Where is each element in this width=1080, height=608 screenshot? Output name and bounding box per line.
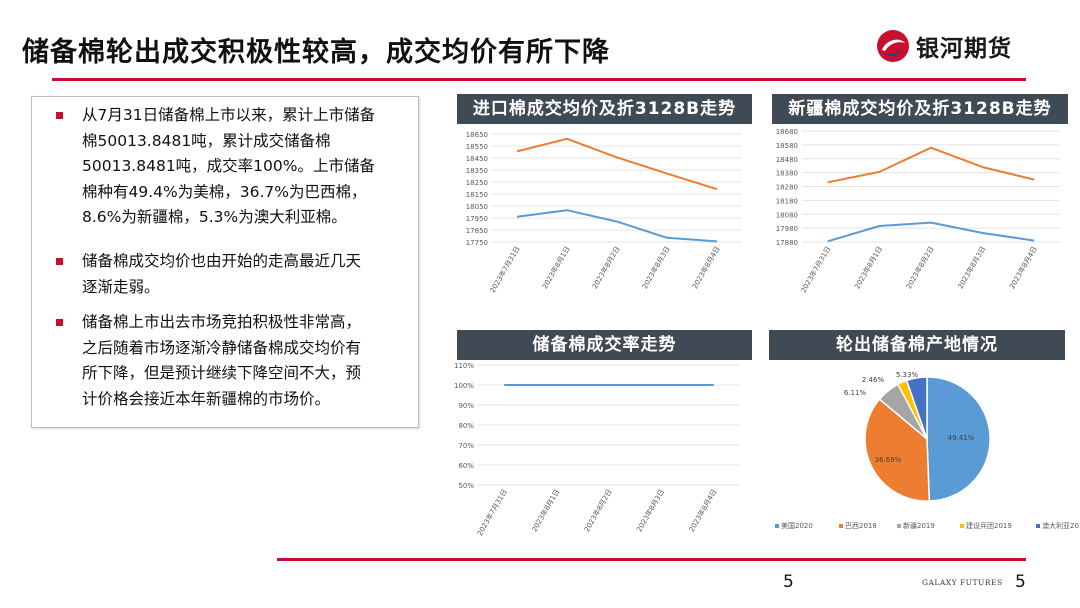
y-tick-label: 18450: [466, 155, 488, 163]
y-tick-label: 18480: [776, 156, 798, 164]
bullet-line: 从7月31日储备棉上市以来，累计上市储备: [82, 106, 376, 124]
bullet-item: 储备棉成交均价也由开始的走高最近几天 逐渐走弱。: [56, 249, 406, 300]
bullet-line: 逐渐走弱。: [82, 277, 160, 296]
logo-text: 银河期货: [916, 36, 1012, 62]
x-tick-label: 2023年7月31日: [475, 488, 509, 538]
y-tick-label: 18350: [466, 167, 488, 175]
y-tick-label: 110%: [454, 362, 474, 370]
y-tick-label: 18050: [466, 203, 488, 211]
legend-swatch: [960, 524, 964, 528]
y-tick-label: 50%: [458, 482, 474, 490]
bullet-line: 50013.8481吨，成交率100%。上市储备: [82, 157, 375, 175]
pie-data-label: 2.46%: [862, 376, 885, 384]
y-tick-label: 18550: [466, 143, 488, 151]
x-tick-label: 2023年8月4日: [687, 488, 719, 534]
y-tick-label: 17880: [776, 239, 798, 247]
y-tick-label: 18580: [776, 142, 798, 150]
page-number-right: 5: [1015, 572, 1026, 592]
y-tick-label: 18280: [776, 184, 798, 192]
x-tick-label: 2023年8月2日: [590, 245, 622, 291]
summary-box: [31, 96, 419, 428]
origin-pie-chart: 49.41% 36.69% 6.11% 2.46% 5.33% 美国2020 巴西2018 新…: [775, 371, 1080, 530]
legend-label: 巴西2018: [845, 522, 877, 530]
legend-swatch: [839, 524, 843, 528]
series-line: [516, 137, 718, 191]
y-tick-label: 17950: [466, 215, 488, 223]
y-tick-label: 18150: [466, 191, 488, 199]
footer-divider: [277, 558, 1026, 561]
bullet-item: 从7月31日储备棉上市以来，累计上市储备 棉50013.8481吨，累计成交储备…: [56, 103, 406, 231]
bullet-line: 8.6%为新疆棉，5.3%为澳大利亚棉。: [82, 208, 347, 226]
legend-swatch: [775, 524, 779, 528]
x-tick-label: 2023年8月1日: [540, 245, 572, 291]
import-cotton-line-chart: 18650 18550 18450 18350 18250 18150 18050 17950…: [466, 131, 742, 295]
legend-label: 美国2020: [781, 521, 813, 530]
page-number: 5: [783, 572, 794, 592]
series-line: [516, 209, 718, 243]
y-tick-label: 60%: [458, 462, 474, 470]
pie-slice: [926, 376, 991, 502]
y-tick-label: 90%: [458, 402, 474, 410]
x-tick-label: 2023年8月4日: [690, 245, 722, 291]
company-logo: 银河期货: [876, 28, 1012, 64]
chart-title-xinjiang-cotton: 新疆棉成交均价及折3128B走势: [772, 94, 1068, 124]
deal-rate-line-chart: 110% 100% 90% 80% 70% 60% 50%2023年7月31日 2023年8月…: [454, 362, 740, 538]
xinjiang-cotton-line-chart: 18680 18580 18480 18380 18280 18180 18080 17980…: [776, 128, 1060, 295]
legend-swatch: [1036, 524, 1040, 528]
pie-data-label: 49.41%: [948, 434, 975, 442]
y-tick-label: 18250: [466, 179, 488, 187]
pie-data-label: 36.69%: [875, 456, 902, 464]
chart-title-deal-rate: 储备棉成交率走势: [457, 330, 752, 360]
y-tick-label: 80%: [458, 422, 474, 430]
bullet-line: 储备棉上市出去市场竞拍积极性非常高，: [82, 313, 362, 331]
x-tick-label: 2023年8月1日: [530, 488, 562, 534]
x-tick-label: 2023年7月31日: [488, 245, 522, 295]
y-tick-label: 17850: [466, 227, 488, 235]
bullet-line: 之后随着市场逐渐冷静储备棉成交均价有: [82, 338, 362, 357]
y-tick-label: 18380: [776, 170, 798, 178]
galaxy-logo-icon: [877, 30, 909, 62]
y-tick-label: 100%: [454, 382, 474, 390]
series-line: [827, 221, 1035, 243]
y-tick-label: 17750: [466, 239, 488, 247]
pie-slice: [905, 376, 928, 440]
bullet-line: 棉50013.8481吨，累计成交储备棉: [82, 131, 331, 150]
chart-title-import-cotton: 进口棉成交均价及折3128B走势: [457, 94, 752, 124]
legend-label: 建设兵团2019: [966, 521, 1012, 530]
bullet-line: 储备棉成交均价也由开始的走高最近几天: [82, 252, 362, 270]
bullet-item: 储备棉上市出去市场竞拍积极性非常高， 之后随着市场逐渐冷静储备棉成交均价有 所下…: [56, 310, 406, 412]
page-title: 储备棉轮出成交积极性较高，成交均价有所下降: [22, 37, 610, 68]
y-tick-label: 70%: [458, 442, 474, 450]
x-tick-label: 2023年8月2日: [582, 488, 614, 534]
legend-label: 澳大利亚2018: [1042, 521, 1080, 530]
pie-data-label: 6.11%: [844, 389, 867, 397]
pie-slice: [864, 398, 931, 502]
header-divider: [52, 78, 1026, 81]
legend-swatch: [897, 524, 901, 528]
footer-brand: GALAXY FUTURES: [922, 578, 1003, 587]
x-tick-label: 2023年8月2日: [904, 245, 936, 291]
legend-label: 新疆2019: [903, 521, 935, 530]
x-tick-label: 2023年8月4日: [1007, 245, 1039, 291]
bullet-marker: [56, 319, 63, 326]
y-tick-label: 18650: [466, 131, 488, 139]
x-tick-label: 2023年8月3日: [640, 245, 672, 291]
x-tick-label: 2023年8月1日: [852, 245, 884, 291]
x-tick-label: 2023年8月3日: [956, 245, 988, 291]
chart-title-origin-pie: 轮出储备棉产地情况: [769, 330, 1065, 360]
y-tick-label: 17980: [776, 225, 798, 233]
y-tick-label: 18180: [776, 197, 798, 205]
bullet-line: 棉种有49.4%为美棉，36.7%为巴西棉，: [82, 182, 367, 201]
pie-data-label: 5.33%: [896, 371, 919, 379]
bullet-marker: [56, 112, 63, 119]
y-tick-label: 18680: [776, 128, 798, 136]
bullet-line: 所下降，但是预计继续下降空间不大，预: [82, 364, 362, 382]
bullet-marker: [56, 258, 63, 265]
y-tick-label: 18080: [776, 211, 798, 219]
x-tick-label: 2023年8月3日: [634, 488, 666, 534]
bullet-line: 计价格会接近本年新疆棉的市场价。: [82, 389, 331, 408]
x-tick-label: 2023年7月31日: [799, 245, 833, 295]
series-line: [827, 146, 1035, 184]
